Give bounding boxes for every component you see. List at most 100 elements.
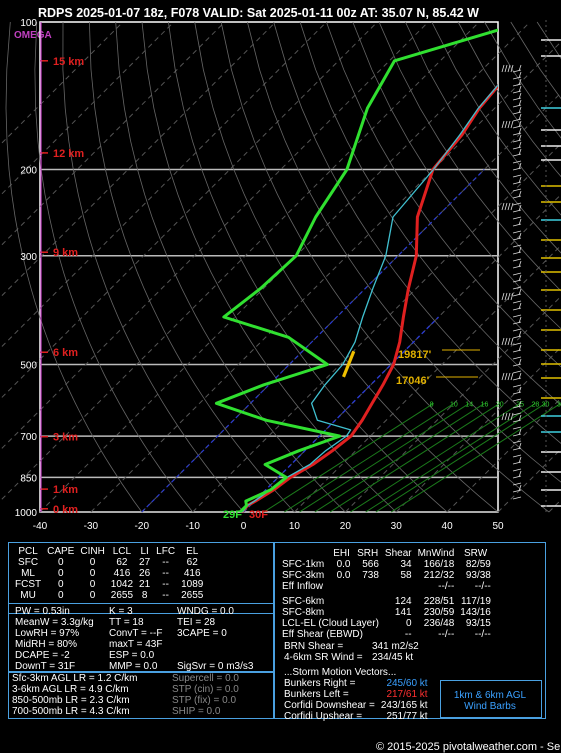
pressure-label: 200 — [20, 166, 37, 177]
mixing-ratio-label: 20 — [496, 401, 504, 408]
table-header: MnWind — [415, 548, 458, 559]
table-cell: 0 — [44, 590, 77, 601]
table-row: Corfidi Upshear =251/77 kt — [281, 711, 431, 722]
wind-barb — [505, 373, 507, 380]
dry-adiabat — [221, 22, 549, 512]
wind-barb — [513, 315, 521, 317]
wind-barb — [502, 203, 504, 210]
table-cell: 738 — [353, 570, 381, 581]
table-cell: 93/38 — [457, 570, 494, 581]
table-header — [276, 548, 330, 559]
wind-barb — [508, 413, 510, 420]
height-label: 0 km — [53, 504, 78, 516]
level-annotation: 19817' — [398, 349, 432, 361]
isotherm-line — [345, 22, 561, 512]
table-cell: -- — [382, 629, 415, 640]
wind-barb — [513, 287, 521, 289]
dry-adiabat — [326, 22, 561, 512]
wind-barb — [513, 98, 521, 100]
table-cell — [382, 581, 415, 592]
sr-wind: 4-6km SR Wind = — [284, 652, 363, 663]
wind-barb — [513, 168, 521, 170]
wind-barb — [513, 469, 521, 471]
dry-adiabat — [432, 22, 561, 512]
table-header: PCL — [12, 546, 44, 557]
wind-barb — [513, 84, 521, 86]
x-tick-label: 40 — [442, 521, 454, 532]
pressure-label: 850 — [20, 473, 37, 484]
wind-barb — [513, 371, 521, 373]
table-cell: 93/15 — [457, 618, 494, 629]
table-header: EHI — [330, 548, 354, 559]
wind-barb — [513, 322, 521, 324]
storm-motion-title: ...Storm Motion Vectors... — [284, 667, 396, 678]
x-tick-label: -20 — [135, 521, 150, 532]
wind-barb — [508, 293, 510, 300]
mixing-ratio-line — [264, 403, 434, 512]
lapse-rate: 700-500mb LR = 4.3 C/km — [12, 706, 138, 717]
wind-barb — [513, 77, 521, 79]
table-cell: -- — [153, 579, 178, 590]
table-cell: 1042 — [108, 579, 136, 590]
lapse-rate: 850-500mb LR = 2.3 C/km — [12, 695, 138, 706]
pressure-label: 1000 — [15, 508, 38, 519]
sr-wind-value: 234/45 kt — [372, 652, 413, 663]
x-tick-label: 0 — [241, 521, 247, 532]
table-cell: 21 — [136, 579, 153, 590]
wind-barb — [513, 175, 521, 177]
wind-barb — [513, 105, 521, 107]
table-cell: ML — [12, 568, 44, 579]
storm-label: Bunkers Left = — [281, 689, 378, 700]
wind-barb — [513, 427, 521, 429]
wind-barb — [502, 338, 504, 345]
mixing-ratio-label: 34 — [557, 401, 561, 408]
table-header: LCL — [108, 546, 136, 557]
wind-barb — [513, 210, 521, 212]
table-cell: 230/59 — [415, 607, 458, 618]
wind-barb — [508, 65, 510, 72]
mixing-ratio-label: 28 — [531, 401, 539, 408]
wind-barb — [513, 196, 521, 198]
table-cell: LowRH = 97% — [12, 628, 106, 639]
wind-barb — [502, 121, 504, 128]
storm-value: 245/60 kt — [378, 678, 431, 689]
height-label: 1 km — [53, 484, 78, 496]
table-cell: DCAPE = -2 — [12, 650, 106, 661]
wind-barb — [511, 121, 513, 128]
wind-barb — [513, 462, 521, 464]
dry-adiabat — [142, 22, 396, 512]
mixing-ratio-line — [391, 403, 561, 512]
table-cell: 141 — [382, 607, 415, 618]
table-header: LI — [136, 546, 153, 557]
wind-barb — [513, 126, 521, 128]
composite-index: Supercell = 0.0 — [172, 673, 239, 684]
table-cell: 62 — [178, 557, 206, 568]
pressure-label: 100 — [20, 18, 37, 29]
wind-barb — [513, 70, 521, 72]
table-cell: 0 — [77, 579, 107, 590]
table-cell: LCL-EL (Cloud Layer) — [276, 618, 382, 629]
wind-barb — [508, 121, 510, 128]
table-cell: SFC-8km — [276, 607, 330, 618]
wind-barb — [513, 238, 521, 240]
table-header: SRW — [457, 548, 494, 559]
storm-value: 243/165 kt — [378, 700, 431, 711]
wind-barb — [513, 357, 521, 359]
storm-value: 217/61 kt — [378, 689, 431, 700]
mixing-ratio-line — [376, 403, 546, 512]
mixing-ratio-label: 10 — [450, 401, 458, 408]
mixing-ratio-label: 30 — [542, 401, 550, 408]
x-tick-label: -10 — [185, 521, 200, 532]
wind-barb — [502, 65, 504, 72]
table-cell: 34 — [382, 559, 415, 570]
table-cell: SFC-3km — [276, 570, 330, 581]
